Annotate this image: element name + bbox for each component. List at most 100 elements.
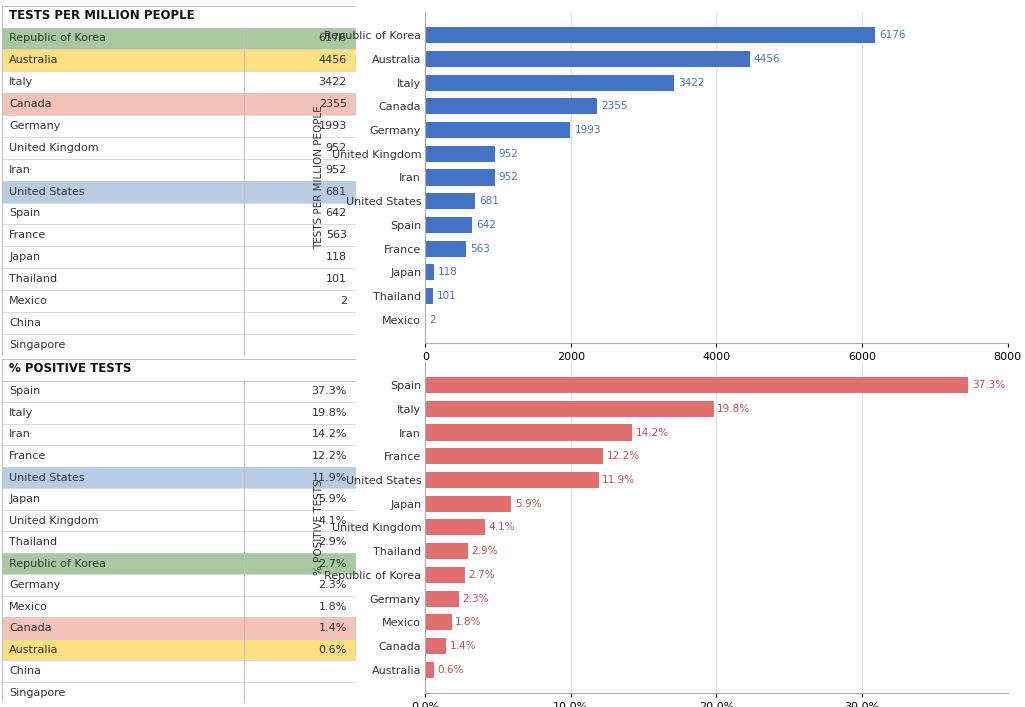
Text: 952: 952 [498,173,519,182]
Text: Australia: Australia [9,55,58,65]
FancyBboxPatch shape [244,28,356,49]
FancyBboxPatch shape [244,380,356,402]
Text: 6176: 6176 [878,30,905,40]
Text: 118: 118 [326,252,346,262]
Text: Singapore: Singapore [9,688,66,698]
FancyBboxPatch shape [244,596,356,617]
Text: 37.3%: 37.3% [972,380,1006,390]
FancyBboxPatch shape [2,423,244,445]
Text: Italy: Italy [9,77,34,87]
Text: TESTS PER MILLION PEOPLE: TESTS PER MILLION PEOPLE [9,9,195,22]
Text: 101: 101 [437,291,456,301]
FancyBboxPatch shape [244,467,356,489]
Bar [425,264,434,281]
Text: Italy: Italy [9,408,34,418]
FancyBboxPatch shape [244,489,356,510]
Text: 37.3%: 37.3% [312,387,346,397]
Text: 952: 952 [326,143,346,153]
FancyBboxPatch shape [2,532,244,553]
Text: Canada: Canada [9,623,51,633]
Text: 1.4%: 1.4% [319,623,346,633]
Text: 11.9%: 11.9% [312,472,346,482]
Bar [425,122,571,138]
Text: France: France [9,451,46,461]
FancyBboxPatch shape [244,224,356,246]
Text: 4456: 4456 [753,54,780,64]
Text: 4456: 4456 [319,55,346,65]
Text: 0.6%: 0.6% [319,645,346,655]
Text: 2.3%: 2.3% [319,580,346,590]
Bar [425,217,473,233]
Text: 563: 563 [470,244,490,254]
FancyBboxPatch shape [244,290,356,312]
Text: United States: United States [9,187,85,197]
Bar [425,496,511,512]
Text: 681: 681 [326,187,346,197]
Text: Singapore: Singapore [9,339,66,350]
Text: United States: United States [9,472,85,482]
FancyBboxPatch shape [2,93,244,115]
FancyBboxPatch shape [2,380,244,402]
Text: Japan: Japan [9,494,40,504]
Text: 12.2%: 12.2% [607,451,640,461]
FancyBboxPatch shape [2,71,244,93]
Text: 4.1%: 4.1% [319,515,346,525]
FancyBboxPatch shape [244,553,356,574]
FancyBboxPatch shape [2,115,244,137]
Text: 6176: 6176 [319,33,346,43]
FancyBboxPatch shape [2,682,244,703]
FancyBboxPatch shape [2,467,244,489]
Text: Thailand: Thailand [9,274,57,284]
FancyBboxPatch shape [2,617,244,639]
Text: Australia: Australia [9,645,58,655]
Bar [425,567,464,583]
FancyBboxPatch shape [2,596,244,617]
Text: 2355: 2355 [601,101,627,111]
FancyBboxPatch shape [244,510,356,532]
FancyBboxPatch shape [244,93,356,115]
FancyBboxPatch shape [2,137,244,159]
FancyBboxPatch shape [2,359,356,380]
Bar [425,98,597,115]
Bar [425,74,674,90]
FancyBboxPatch shape [244,268,356,290]
Bar [425,520,485,535]
FancyBboxPatch shape [2,290,244,312]
Bar [425,288,433,304]
Text: United Kingdom: United Kingdom [9,515,98,525]
FancyBboxPatch shape [244,532,356,553]
Bar [425,377,969,393]
Bar [425,638,446,654]
Text: 642: 642 [326,209,346,218]
Text: 2.7%: 2.7% [468,570,495,580]
Text: 19.8%: 19.8% [718,404,750,414]
Text: 3422: 3422 [319,77,346,87]
Text: 118: 118 [438,267,458,277]
FancyBboxPatch shape [2,246,244,268]
FancyBboxPatch shape [244,334,356,356]
Bar [425,27,874,43]
Text: 1993: 1993 [574,125,601,135]
FancyBboxPatch shape [2,510,244,532]
Text: Germany: Germany [9,580,60,590]
Bar [425,543,467,559]
Text: Mexico: Mexico [9,602,48,612]
FancyBboxPatch shape [2,553,244,574]
Text: France: France [9,230,46,240]
Text: 2.3%: 2.3% [462,594,489,604]
FancyBboxPatch shape [2,202,244,224]
FancyBboxPatch shape [244,202,356,224]
Text: 5.9%: 5.9% [515,498,541,509]
Y-axis label: % POSITIVE TESTS: % POSITIVE TESTS [314,479,324,575]
Text: 5.9%: 5.9% [319,494,346,504]
FancyBboxPatch shape [244,445,356,467]
FancyBboxPatch shape [244,617,356,639]
FancyBboxPatch shape [244,71,356,93]
Text: Republic of Korea: Republic of Korea [9,33,107,43]
Text: 1.8%: 1.8% [319,602,346,612]
FancyBboxPatch shape [2,312,244,334]
Bar [425,170,495,185]
Bar [425,240,466,257]
Text: Republic of Korea: Republic of Korea [9,559,107,568]
FancyBboxPatch shape [244,402,356,423]
